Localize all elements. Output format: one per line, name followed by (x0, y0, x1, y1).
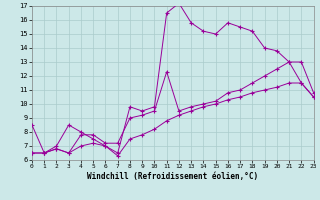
X-axis label: Windchill (Refroidissement éolien,°C): Windchill (Refroidissement éolien,°C) (87, 172, 258, 181)
